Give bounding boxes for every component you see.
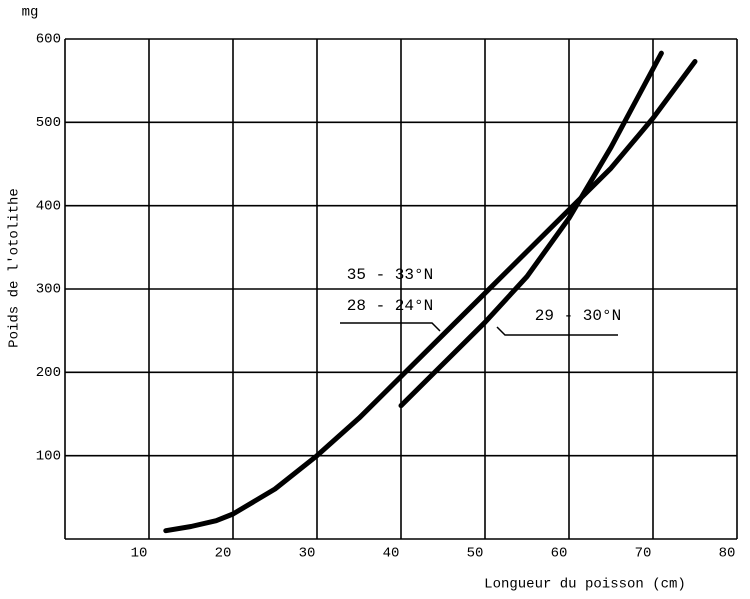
y-tick-label: 100 bbox=[36, 448, 61, 464]
x-tick-label: 70 bbox=[635, 546, 652, 562]
data-line bbox=[163, 59, 698, 534]
y-axis-label: Poids de l'otolithe bbox=[7, 188, 23, 348]
x-tick-label: 10 bbox=[131, 546, 148, 562]
x-tick-label: 60 bbox=[551, 546, 568, 562]
leader-line bbox=[496, 326, 618, 336]
y-unit: mg bbox=[22, 5, 39, 21]
x-tick-label: 40 bbox=[383, 546, 400, 562]
annotation: 28 - 24°N bbox=[347, 297, 433, 315]
x-tick-label: 30 bbox=[299, 546, 316, 562]
leader-line bbox=[340, 322, 441, 332]
y-tick-label: 200 bbox=[36, 365, 61, 381]
y-tick-label: 500 bbox=[36, 115, 61, 131]
x-axis-label: Longueur du poisson (cm) bbox=[484, 577, 686, 593]
y-tick-label: 300 bbox=[36, 282, 61, 298]
y-tick-label: 400 bbox=[36, 198, 61, 214]
y-tick-label: 600 bbox=[36, 32, 61, 48]
annotation: 35 - 33°N bbox=[347, 266, 433, 284]
x-tick-label: 80 bbox=[719, 546, 736, 562]
data-line bbox=[398, 50, 664, 409]
annotation: 29 - 30°N bbox=[535, 307, 621, 325]
x-tick-label: 50 bbox=[467, 546, 484, 562]
x-tick-label: 20 bbox=[215, 546, 232, 562]
